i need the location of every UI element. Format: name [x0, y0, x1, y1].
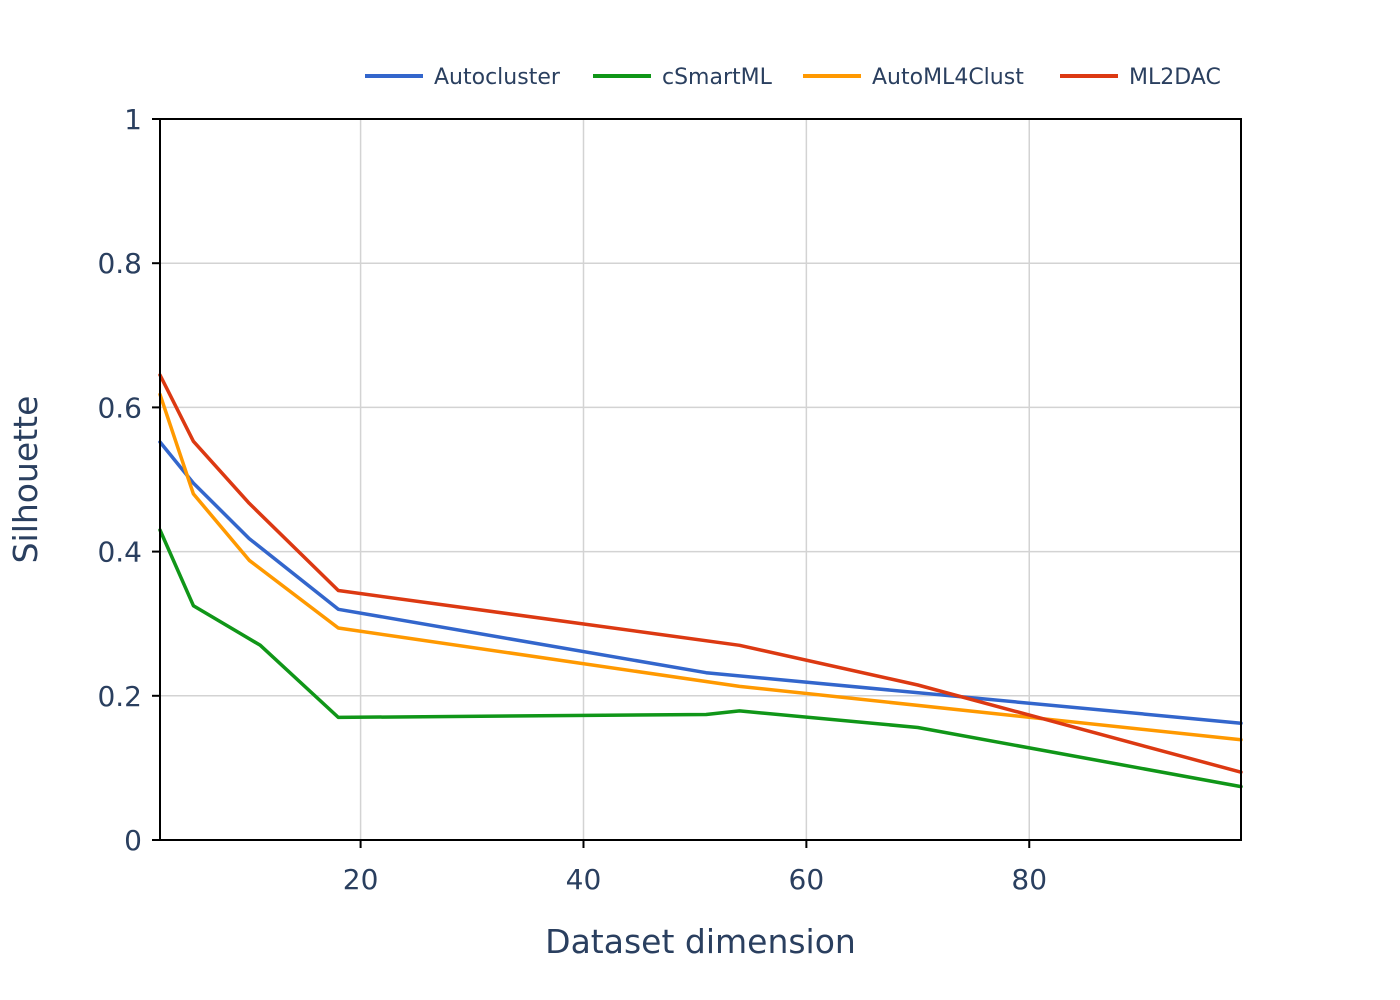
legend-item-automl4clust[interactable]: AutoML4Clust — [803, 65, 1024, 90]
axis-ticks: 20 40 60 80 0 0.2 0.4 0.6 0.8 1 — [97, 103, 1047, 896]
legend-label: Autocluster — [434, 65, 561, 90]
legend-item-csmartml[interactable]: cSmartML — [593, 65, 773, 90]
legend-label: cSmartML — [662, 65, 773, 90]
x-tick-label: 80 — [1011, 863, 1047, 896]
y-tick-label: 0.8 — [97, 247, 142, 280]
series-line-csmartml — [158, 528, 1243, 789]
y-tick-label: 0.2 — [97, 680, 142, 713]
series-lines — [158, 373, 1243, 789]
plot-frame — [159, 118, 1242, 841]
legend-label: AutoML4Clust — [872, 65, 1024, 90]
legend: Autocluster cSmartML AutoML4Clust ML2DAC — [365, 65, 1221, 90]
legend-item-autocluster[interactable]: Autocluster — [365, 65, 561, 90]
legend-item-ml2dac[interactable]: ML2DAC — [1060, 65, 1221, 90]
y-tick-label: 0.6 — [97, 391, 142, 424]
x-tick-label: 40 — [566, 863, 602, 896]
y-axis-title: Silhouette — [6, 396, 45, 564]
y-tick-label: 0 — [124, 824, 142, 857]
grid — [160, 119, 1241, 840]
x-tick-label: 60 — [789, 863, 825, 896]
x-tick-label: 20 — [343, 863, 379, 896]
series-line-ml2dac — [158, 373, 1243, 774]
y-tick-label: 1 — [124, 103, 142, 136]
x-axis-title: Dataset dimension — [545, 922, 856, 961]
y-tick-label: 0.4 — [97, 536, 142, 569]
series-line-automl4clust — [158, 392, 1243, 742]
legend-label: ML2DAC — [1129, 65, 1221, 90]
